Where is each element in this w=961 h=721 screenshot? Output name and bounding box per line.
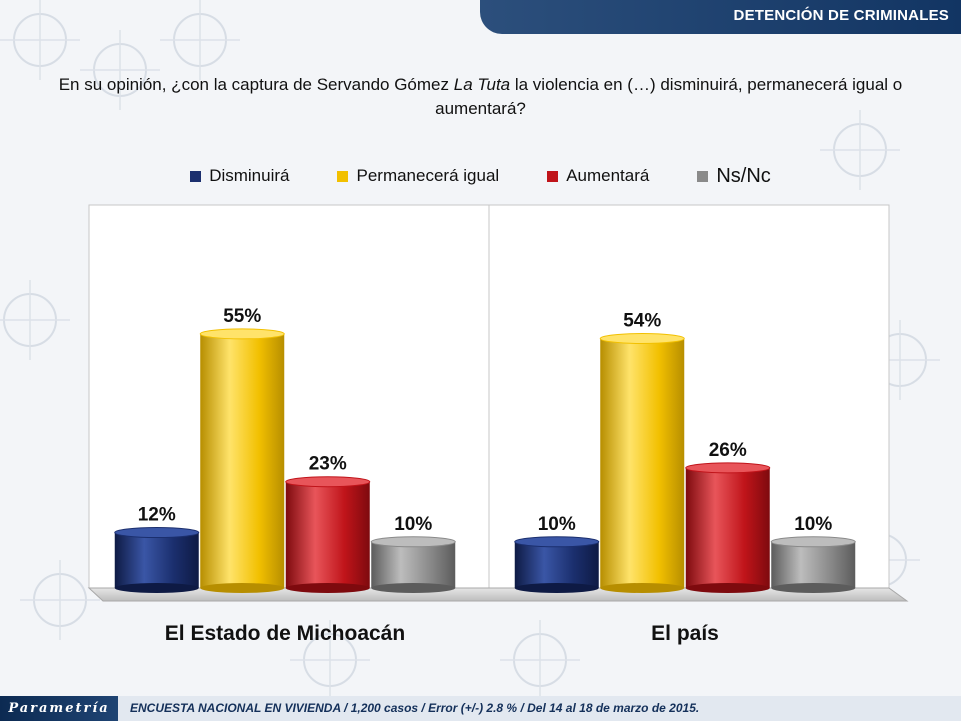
value-label-3-1: 10% (794, 514, 832, 535)
header-title: DETENCIÓN DE CRIMINALES (733, 7, 949, 24)
value-label-1-1: 54% (623, 311, 661, 332)
bar-3-0 (370, 536, 456, 593)
legend-swatch-disminuira (190, 170, 202, 182)
question-text: En su opinión, ¿con la captura de Servan… (20, 73, 941, 121)
chart-legend: Disminuirá Permanecerá igual Aumentará N… (0, 164, 961, 188)
legend-label-nsnc: Ns/Nc (716, 164, 771, 187)
bar-0-0 (114, 527, 200, 593)
footer-survey-note: ENCUESTA NACIONAL EN VIVIENDA / 1,200 ca… (130, 701, 700, 715)
header-band: DETENCIÓN DE CRIMINALES (480, 0, 961, 34)
question-part-1: En su opinión, ¿con la captura de Servan… (58, 75, 454, 94)
legend-swatch-aumentara (547, 170, 559, 182)
bar-1-1 (599, 333, 685, 593)
bar-3-1 (770, 536, 856, 593)
legend-label-permanecera: Permanecerá igual (356, 166, 500, 185)
value-label-1-0: 55% (223, 306, 261, 327)
legend-item-disminuira: Disminuirá (190, 166, 289, 186)
bar-0-1 (514, 536, 600, 593)
value-label-2-1: 26% (709, 440, 747, 461)
category-label-1: El país (651, 622, 719, 645)
legend-item-nsnc: Ns/Nc (697, 164, 771, 188)
legend-label-disminuira: Disminuirá (209, 166, 290, 185)
legend-item-permanecera: Permanecerá igual (337, 166, 499, 186)
legend-item-aumentara: Aumentará (547, 166, 649, 186)
footer-band: Parametría ENCUESTA NACIONAL EN VIVIENDA… (0, 696, 961, 721)
value-label-3-0: 10% (394, 514, 432, 535)
legend-swatch-permanecera (337, 170, 349, 182)
question-emphasis: La Tuta (453, 75, 511, 94)
parametria-logo: Parametría (0, 696, 118, 721)
bar-1-0 (199, 328, 285, 593)
question-part-2: la violencia en (…) disminuirá, permanec… (435, 75, 903, 118)
category-label-0: El Estado de Michoacán (165, 622, 405, 645)
value-label-0-0: 12% (138, 505, 176, 526)
value-label-2-0: 23% (309, 454, 347, 475)
legend-swatch-nsnc (697, 170, 709, 182)
legend-label-aumentara: Aumentará (566, 166, 650, 185)
bar-2-1 (685, 462, 771, 593)
value-label-0-1: 10% (538, 514, 576, 535)
bar-2-0 (285, 476, 371, 593)
